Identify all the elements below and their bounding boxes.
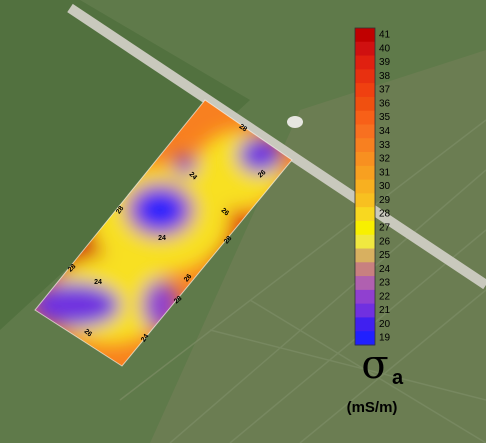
- legend-swatch: [355, 69, 375, 83]
- legend-tick-label: 24: [379, 264, 391, 275]
- legend-swatch: [355, 97, 375, 111]
- legend-subscript: a: [392, 367, 404, 389]
- building: [287, 116, 303, 128]
- legend-tick-label: 22: [379, 291, 391, 302]
- legend-tick-label: 25: [379, 250, 391, 261]
- legend-tick-label: 37: [379, 85, 391, 96]
- legend-tick-label: 34: [379, 126, 391, 137]
- legend-tick-label: 29: [379, 195, 391, 206]
- legend-units: (mS/m): [347, 399, 398, 416]
- legend-tick-label: 32: [379, 154, 391, 165]
- legend-swatch: [355, 221, 375, 235]
- legend-swatch: [355, 56, 375, 70]
- legend-swatch: [355, 304, 375, 318]
- legend-swatch: [355, 152, 375, 166]
- legend-swatch: [355, 207, 375, 221]
- legend-tick-label: 41: [379, 30, 391, 41]
- legend-tick-label: 30: [379, 181, 391, 192]
- legend-tick-label: 33: [379, 140, 391, 151]
- legend-swatch: [355, 193, 375, 207]
- contour-label: 24: [94, 279, 102, 286]
- legend-tick-label: 20: [379, 319, 391, 330]
- legend-tick-label: 27: [379, 222, 391, 233]
- legend-swatch: [355, 235, 375, 249]
- legend-swatch: [355, 111, 375, 125]
- legend-swatch: [355, 290, 375, 304]
- legend-tick-label: 39: [379, 57, 391, 68]
- legend-swatch: [355, 42, 375, 56]
- legend-tick-label: 36: [379, 98, 391, 109]
- legend-swatch: [355, 249, 375, 263]
- legend-tick-label: 21: [379, 305, 391, 316]
- legend-tick-label: 31: [379, 167, 391, 178]
- legend-tick-label: 28: [379, 209, 391, 220]
- legend-swatch: [355, 276, 375, 290]
- legend-tick-label: 23: [379, 278, 391, 289]
- legend-swatch: [355, 124, 375, 138]
- legend-swatch: [355, 166, 375, 180]
- legend-tick-label: 35: [379, 112, 391, 123]
- legend-swatch: [355, 138, 375, 152]
- map: 28242628262428242628262428 4140393837363…: [0, 0, 486, 443]
- legend-swatch: [355, 180, 375, 194]
- legend-swatch: [355, 83, 375, 97]
- legend-tick-label: 40: [379, 43, 391, 54]
- contour-label: 24: [158, 235, 166, 242]
- legend-tick-label: 38: [379, 71, 391, 82]
- legend-swatch: [355, 28, 375, 42]
- legend-swatch: [355, 262, 375, 276]
- legend-symbol: σ: [361, 342, 388, 388]
- legend-swatch: [355, 317, 375, 331]
- legend-tick-label: 26: [379, 236, 391, 247]
